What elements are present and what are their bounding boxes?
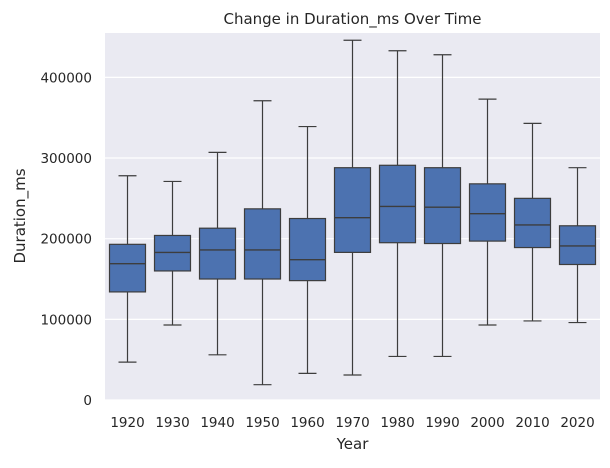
x-tick-label: 1970 — [335, 415, 369, 431]
chart-title: Change in Duration_ms Over Time — [223, 10, 481, 29]
x-tick-label: 2010 — [515, 415, 549, 431]
box-iqr — [558, 225, 597, 266]
box-2020 — [558, 167, 597, 324]
y-tick-label: 200000 — [40, 232, 92, 248]
x-tick-label: 1930 — [155, 415, 189, 431]
box-1930 — [153, 180, 192, 326]
box-iqr — [423, 167, 462, 245]
y-tick-label: 0 — [83, 393, 92, 409]
y-axis-label: Duration_ms — [11, 168, 30, 263]
x-tick-label: 1990 — [425, 415, 459, 431]
box-iqr — [243, 208, 282, 280]
box-1990 — [423, 54, 462, 358]
x-tick-label: 1960 — [290, 415, 324, 431]
y-tick-label: 300000 — [40, 151, 92, 167]
box-1980 — [378, 50, 417, 358]
box-1970 — [333, 39, 372, 376]
y-tick-labels: 0 100000 200000 300000 400000 — [40, 70, 92, 409]
y-tick-label: 100000 — [40, 312, 92, 328]
x-tick-label: 2000 — [470, 415, 504, 431]
box-iqr — [198, 227, 237, 280]
box-iqr — [333, 167, 372, 253]
box-iqr — [153, 234, 192, 272]
box-iqr — [288, 217, 327, 282]
x-tick-label: 1980 — [380, 415, 414, 431]
x-tick-label: 1940 — [200, 415, 234, 431]
box-1960 — [288, 125, 327, 374]
box-iqr — [378, 164, 417, 244]
box-1920 — [108, 175, 147, 363]
x-tick-labels: 1920 1930 1940 1950 1960 1970 1980 1990 2000 2010… — [110, 415, 594, 431]
x-tick-label: 1920 — [110, 415, 144, 431]
box-1950 — [243, 100, 282, 386]
box-2010 — [513, 122, 552, 322]
x-axis-label: Year — [336, 435, 370, 453]
box-series — [108, 39, 597, 386]
box-2000 — [468, 98, 507, 326]
box-1940 — [198, 151, 237, 356]
box-iqr — [468, 183, 507, 242]
box-iqr — [108, 243, 147, 293]
box-iqr — [513, 197, 552, 249]
y-tick-label: 400000 — [40, 70, 92, 86]
x-tick-label: 2020 — [560, 415, 594, 431]
x-tick-label: 1950 — [245, 415, 279, 431]
